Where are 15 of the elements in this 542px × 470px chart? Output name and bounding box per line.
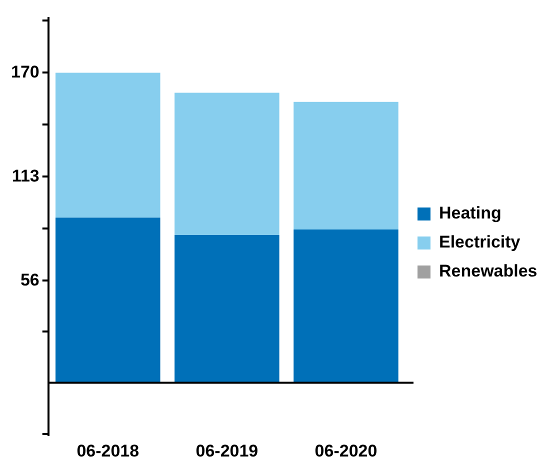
- legend-label: Heating: [439, 204, 502, 223]
- bar: [174, 92, 280, 236]
- bar: [294, 102, 398, 230]
- y-tick-label: 56: [20, 270, 40, 290]
- x-tick-label: 06-2019: [196, 441, 258, 460]
- bar: [56, 218, 160, 383]
- bar: [56, 72, 160, 218]
- bar: [294, 230, 398, 383]
- legend-label: Electricity: [439, 232, 521, 252]
- y-tick-label: 170: [10, 62, 40, 82]
- bar: [174, 235, 280, 383]
- legend-label: Renewables: [439, 262, 538, 281]
- x-tick-label: 06-2018: [76, 441, 140, 460]
- y-tick-label: 113: [12, 166, 40, 186]
- x-tick-label: 06-2020: [314, 441, 378, 460]
